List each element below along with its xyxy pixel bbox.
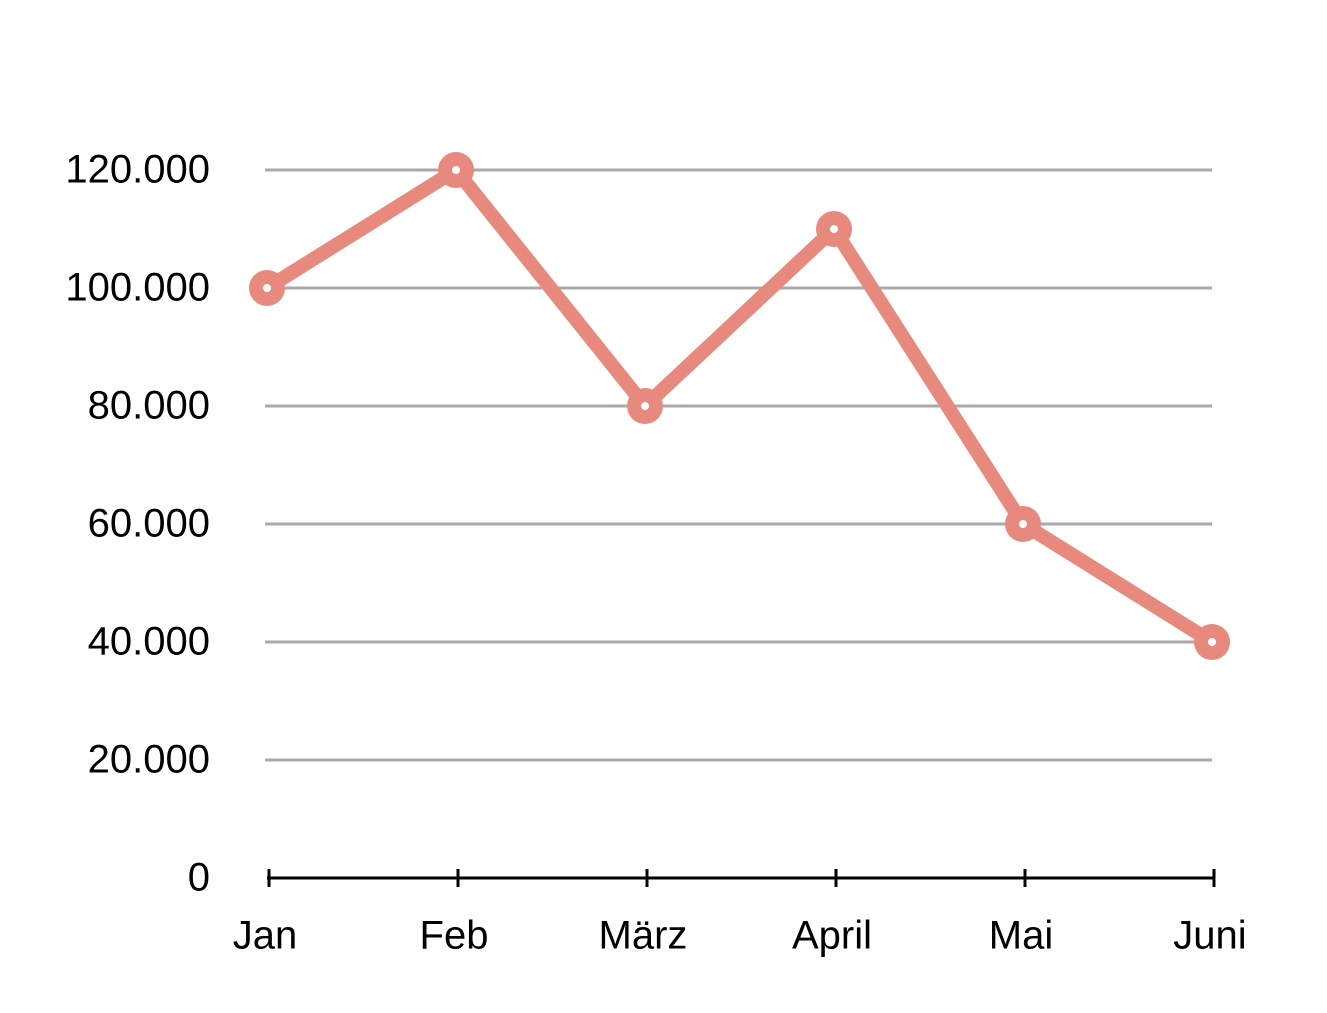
point <box>627 388 663 424</box>
x-tick-label: April <box>792 914 872 958</box>
point <box>438 152 474 188</box>
point <box>249 270 285 306</box>
point-center <box>830 225 838 233</box>
y-tick-label: 40.000 <box>88 620 210 664</box>
point-center <box>1019 520 1027 528</box>
point-center <box>263 284 271 292</box>
x-tick-label: Jan <box>233 914 298 958</box>
y-tick-label: 80.000 <box>88 384 210 428</box>
y-tick-label: 60.000 <box>88 502 210 546</box>
x-tick-label: Mai <box>989 914 1053 958</box>
line <box>263 163 1216 648</box>
point-center <box>452 166 460 174</box>
y-tick-label: 20.000 <box>88 738 210 782</box>
point <box>816 211 852 247</box>
x-tick-label: Feb <box>420 914 489 958</box>
x-tick-label: März <box>599 914 688 958</box>
point <box>1005 506 1041 542</box>
y-tick-label: 120.000 <box>65 148 210 192</box>
point-center <box>1208 638 1216 646</box>
y-tick-label: 0 <box>188 856 210 900</box>
point-center <box>641 402 649 410</box>
point <box>1194 624 1230 660</box>
x-tick-label: Juni <box>1173 914 1246 958</box>
y-tick-label: 100.000 <box>65 266 210 310</box>
